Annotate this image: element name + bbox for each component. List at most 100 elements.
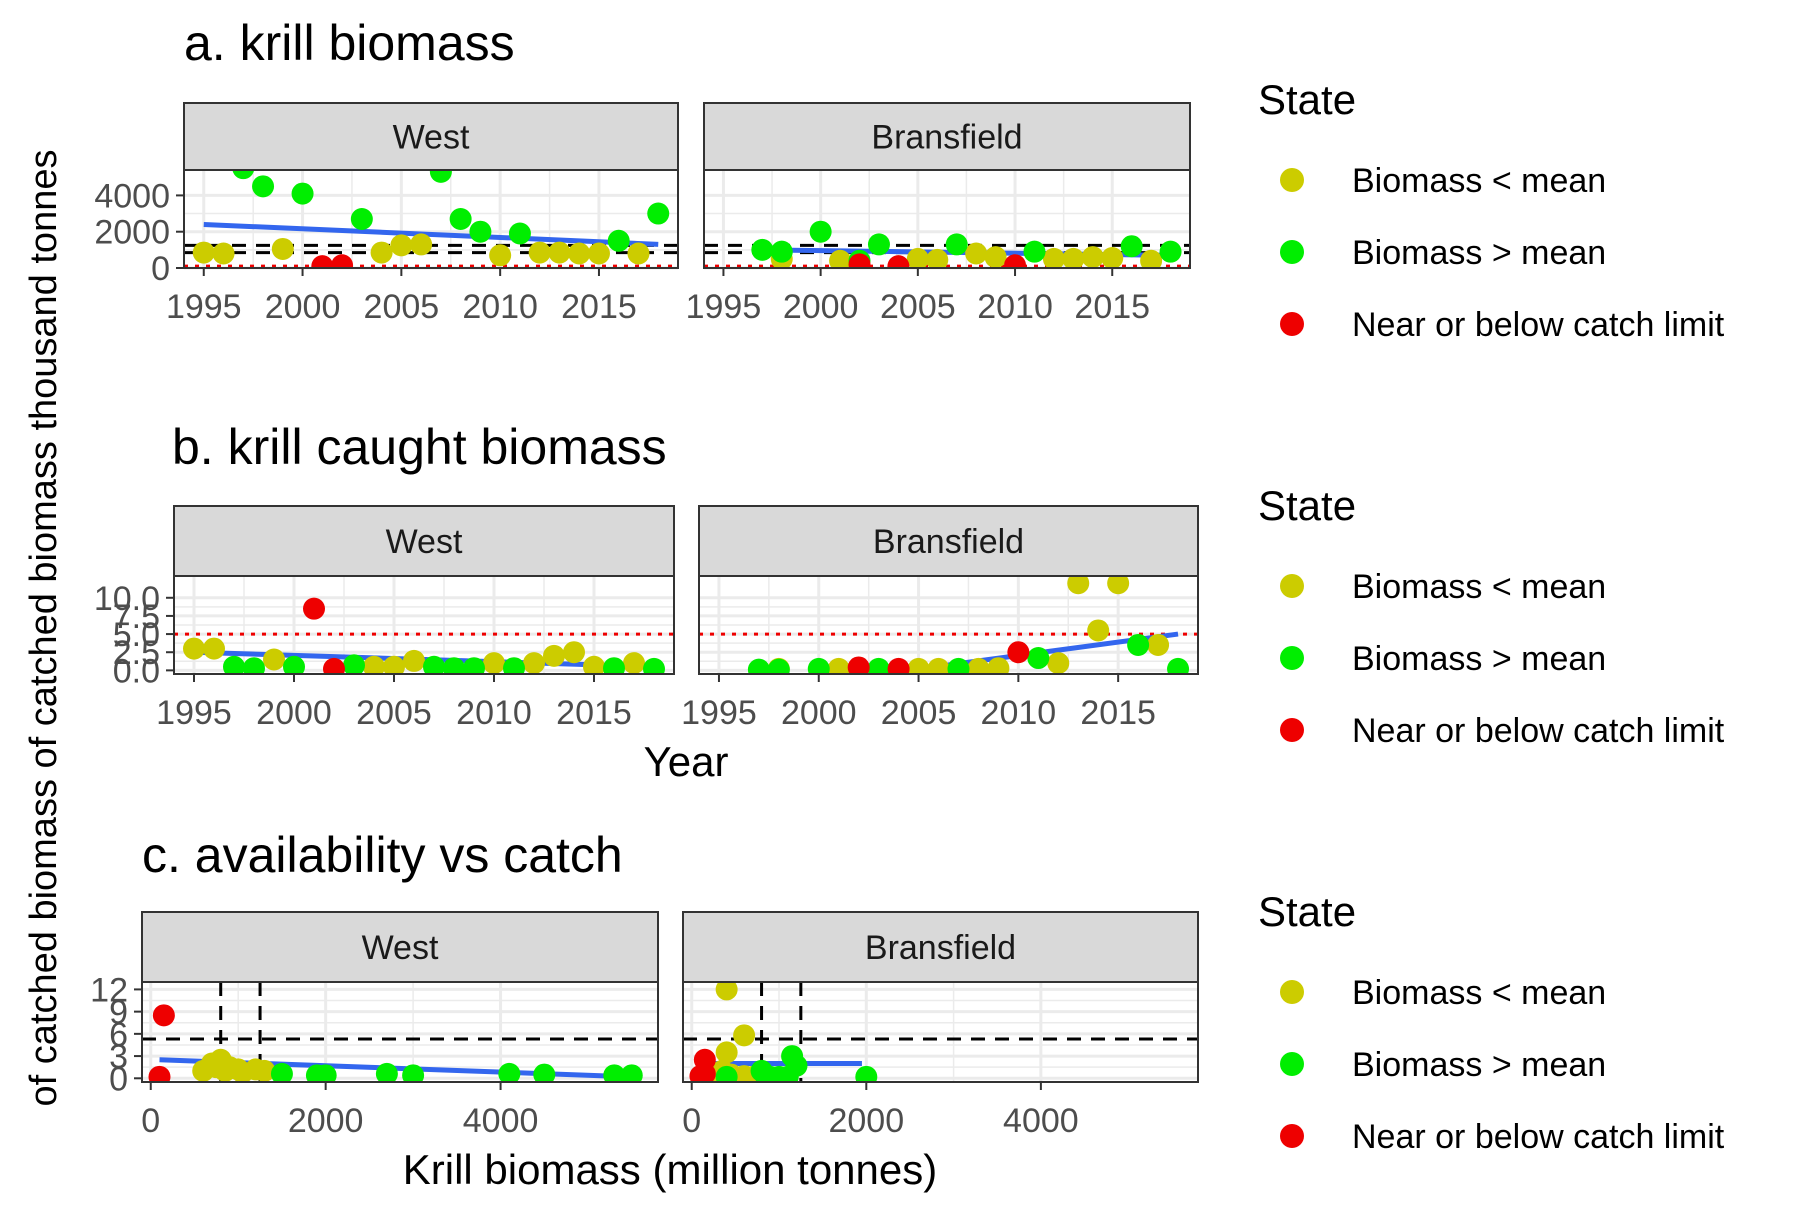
data-point-series-1 (223, 655, 245, 674)
data-point-series-0 (1047, 652, 1070, 674)
data-point-series-0 (183, 637, 205, 660)
data-point-series-0 (543, 644, 565, 667)
data-point-series-0 (410, 233, 433, 256)
x-tick-label: 2015 (1074, 288, 1150, 326)
data-point-series-0 (1067, 576, 1090, 595)
x-tick-label: 1995 (681, 694, 757, 732)
data-point-series-2 (311, 255, 334, 268)
data-point-series-2 (303, 597, 325, 620)
data-point-series-1 (855, 1065, 878, 1082)
data-point-series-1 (270, 1062, 293, 1082)
data-point-series-0 (829, 249, 852, 268)
y-tick-label: 5.0 (113, 616, 160, 654)
data-point-series-1 (343, 654, 365, 674)
facet-label-1-0: West (386, 523, 463, 561)
x-tick-label: 2015 (561, 288, 637, 326)
data-point-series-0 (926, 248, 949, 268)
data-point-series-2 (148, 1065, 171, 1082)
data-point-series-1 (770, 240, 793, 263)
data-point-series-0 (1062, 247, 1085, 268)
data-point-series-2 (152, 1004, 175, 1027)
points-group-1-0 (183, 597, 665, 674)
panel-border-0-1 (703, 169, 1191, 269)
data-point-series-1 (252, 175, 275, 198)
data-point-series-0 (715, 1041, 738, 1064)
legend-label-2-2: Near or below catch limit (1352, 1118, 1725, 1156)
points-group-2-1 (689, 982, 878, 1082)
data-point-series-2 (331, 254, 354, 268)
x-tick-label: 0 (141, 1102, 160, 1140)
data-point-series-1 (620, 1064, 643, 1082)
data-point-series-2 (1007, 641, 1030, 664)
data-point-series-0 (623, 652, 645, 674)
data-point-series-1 (423, 655, 445, 674)
y-tick-label: 4000 (94, 177, 170, 215)
y-tick-label: 9 (109, 994, 128, 1032)
data-point-series-0 (927, 657, 950, 674)
data-point-series-0 (1147, 633, 1170, 656)
points-group-2-0 (148, 1004, 643, 1082)
x-tick-label: 2010 (981, 694, 1057, 732)
x-tick-label: 2005 (880, 288, 956, 326)
data-point-series-1 (1120, 235, 1143, 258)
data-point-series-0 (733, 1024, 756, 1047)
y-tick-label: 12 (90, 971, 128, 1009)
legend-key-1-1 (1280, 646, 1304, 670)
data-point-series-2 (887, 255, 910, 268)
data-point-series-0 (390, 234, 413, 257)
data-point-series-0 (627, 242, 650, 265)
data-point-series-1 (498, 1062, 521, 1082)
data-point-series-1 (785, 1054, 808, 1077)
x-tick-label: 2010 (977, 288, 1053, 326)
legend-label-2-1: Biomass > mean (1352, 1046, 1606, 1084)
x-tick-label: 1995 (166, 288, 242, 326)
data-point-series-2 (847, 656, 870, 674)
legend-label-1-0: Biomass < mean (1352, 568, 1606, 606)
x-tick-label: 2000 (828, 1102, 904, 1140)
data-point-series-1 (283, 655, 305, 674)
y-tick-label: 0.0 (113, 652, 160, 690)
legend-key-1-2 (1280, 718, 1304, 742)
data-point-series-2 (323, 657, 345, 674)
data-point-series-0 (967, 657, 990, 674)
data-point-series-1 (1027, 647, 1050, 670)
data-point-series-1 (463, 657, 485, 674)
facet-strip-1-0 (173, 505, 675, 577)
legend-label-0-1: Biomass > mean (1352, 234, 1606, 272)
data-point-series-1 (767, 658, 790, 674)
data-point-series-0 (489, 244, 512, 267)
facet-label-1-1: Bransfield (873, 523, 1024, 561)
data-point-series-2 (693, 1048, 716, 1071)
panel-border-0-0 (183, 169, 679, 269)
data-point-series-2 (848, 253, 871, 268)
data-point-series-1 (469, 220, 492, 243)
data-point-series-0 (563, 641, 585, 664)
x-tick-label: 0 (682, 1102, 701, 1140)
legend-title-2: State (1258, 888, 1356, 935)
data-point-series-0 (568, 242, 591, 265)
legend-label-2-0: Biomass < mean (1352, 974, 1606, 1012)
legend-key-2-2 (1280, 1124, 1304, 1148)
data-point-series-2 (887, 657, 910, 674)
x-tick-label: 2005 (881, 694, 957, 732)
data-point-series-0 (212, 242, 235, 265)
data-point-series-0 (370, 241, 393, 264)
data-point-series-0 (1042, 247, 1065, 268)
x-tick-label: 2005 (356, 694, 432, 732)
y-tick-label: 2000 (94, 214, 170, 252)
data-point-series-1 (429, 170, 452, 183)
data-point-series-0 (965, 242, 988, 265)
data-point-series-0 (583, 655, 605, 674)
data-point-series-1 (1023, 240, 1046, 263)
data-point-series-0 (587, 242, 610, 265)
x-axis-label-1: Year (644, 738, 729, 785)
legend-label-1-2: Near or below catch limit (1352, 712, 1725, 750)
data-point-series-1 (643, 657, 665, 674)
x-tick-label: 2015 (1080, 694, 1156, 732)
data-point-series-0 (987, 657, 1010, 674)
data-point-series-1 (867, 657, 890, 674)
facet-strip-0-0 (183, 102, 679, 171)
data-point-series-1 (809, 220, 832, 243)
y-tick-label: 6 (109, 1016, 128, 1054)
